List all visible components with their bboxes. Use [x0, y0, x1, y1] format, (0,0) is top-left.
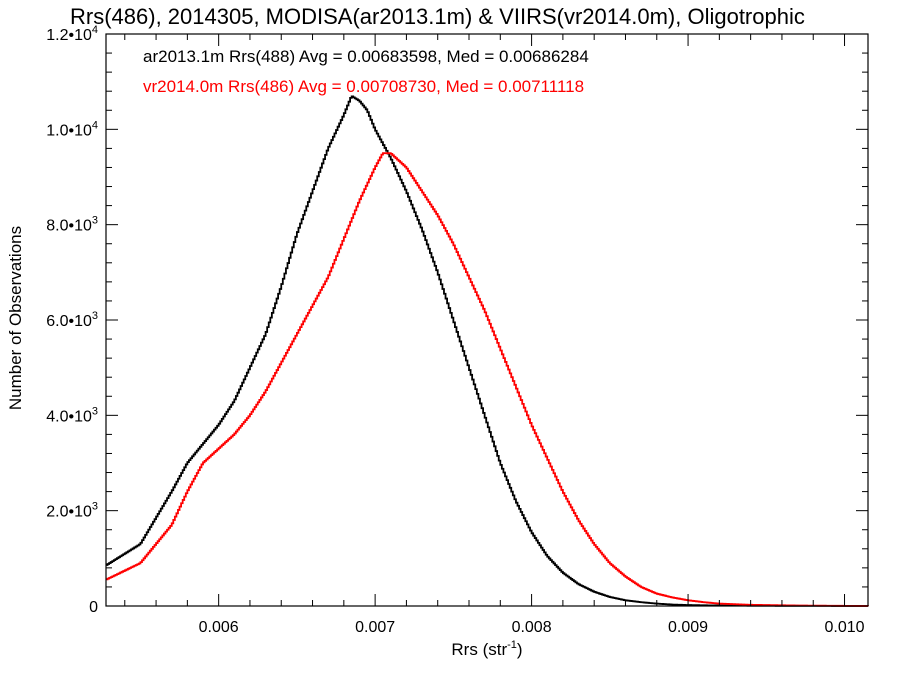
y-tick-label: 8.0•103	[46, 215, 98, 235]
x-axis-label-close: )	[517, 640, 523, 659]
legend-entry-modis: ar2013.1m Rrs(488) Avg = 0.00683598, Med…	[143, 47, 589, 66]
y-tick-label: 0	[89, 599, 98, 616]
plot-lines	[106, 95, 869, 607]
x-axis-label: Rrs (str-1)	[451, 639, 522, 659]
x-axis: 0.006 0.007 0.008 0.009 0.010	[124, 34, 865, 636]
y-tick-label: 4.0•103	[46, 405, 98, 425]
x-tick-label: 0.006	[199, 619, 239, 636]
x-tick-label: 0.009	[668, 619, 708, 636]
series-viirs-line	[106, 152, 869, 607]
x-tick-label: 0.008	[512, 619, 552, 636]
x-tick-label: 0.007	[355, 619, 395, 636]
y-axis: 0 2.0•103 4.0•103 6.0•103 8.0•103 1.0•104 1.2•…	[46, 24, 868, 616]
x-axis-label-main: Rrs (str	[451, 640, 507, 659]
x-axis-label-superscript: -1	[507, 639, 517, 651]
legend-entry-viirs: vr2014.0m Rrs(486) Avg = 0.00708730, Med…	[143, 77, 584, 96]
chart-title: Rrs(486), 2014305, MODISA(ar2013.1m) & V…	[70, 4, 805, 29]
y-tick-label: 1.0•104	[46, 119, 98, 139]
y-tick-label: 1.2•104	[46, 24, 98, 44]
x-tick-label: 0.010	[825, 619, 865, 636]
y-tick-label: 6.0•103	[46, 310, 98, 330]
series-modis-line	[106, 95, 868, 607]
y-axis-label: Number of Observations	[6, 226, 25, 410]
y-tick-label: 2.0•103	[46, 501, 98, 521]
